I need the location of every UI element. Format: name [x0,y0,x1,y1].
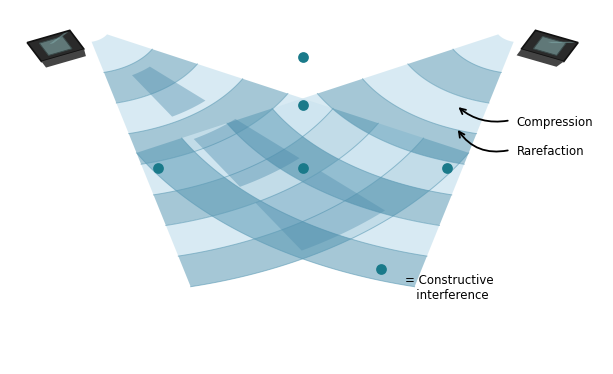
Point [153,165,163,171]
Point [298,102,308,108]
Polygon shape [141,94,333,195]
Polygon shape [453,34,514,73]
Polygon shape [129,79,288,164]
Polygon shape [533,36,566,55]
Point [443,165,452,171]
Point [298,54,308,60]
Polygon shape [91,34,152,73]
Polygon shape [104,49,197,103]
Text: Compression: Compression [517,116,593,129]
Polygon shape [153,108,378,226]
Polygon shape [166,123,424,256]
Text: Rarefaction: Rarefaction [517,145,584,158]
Polygon shape [27,30,84,61]
Point [376,266,386,272]
Polygon shape [256,171,385,251]
Polygon shape [116,64,243,134]
Polygon shape [49,32,68,45]
Polygon shape [547,42,575,43]
Polygon shape [178,138,469,287]
Polygon shape [137,138,427,287]
Point [298,165,308,171]
Polygon shape [521,30,578,61]
Polygon shape [272,94,464,195]
Polygon shape [363,64,489,134]
Polygon shape [39,36,72,55]
Polygon shape [227,108,452,226]
Polygon shape [181,123,440,256]
Polygon shape [132,67,205,117]
Polygon shape [408,49,501,103]
Polygon shape [318,79,476,164]
Polygon shape [517,49,564,67]
Text: = Constructive
   interference: = Constructive interference [405,274,493,302]
Polygon shape [194,119,300,187]
Polygon shape [42,49,86,68]
